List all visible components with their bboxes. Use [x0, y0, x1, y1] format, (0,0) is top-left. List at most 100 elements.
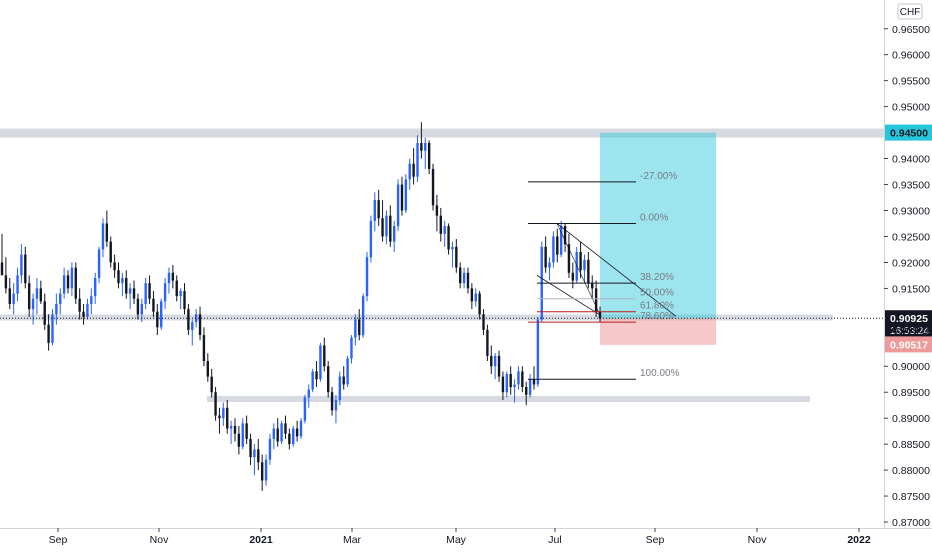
- candle: [435, 194, 439, 232]
- time-tick-label: Mar: [343, 534, 362, 546]
- price-tick-label: 0.89500: [892, 387, 930, 399]
- candle-body: [373, 200, 376, 221]
- candle: [389, 205, 392, 247]
- candle: [513, 379, 516, 403]
- candle: [132, 280, 136, 304]
- candle: [295, 420, 299, 442]
- candle-body: [447, 226, 450, 250]
- candle-body: [536, 319, 540, 385]
- candle-body: [470, 288, 474, 302]
- candle: [4, 257, 8, 294]
- candle: [47, 314, 50, 351]
- candle-body: [12, 293, 15, 304]
- candle-body: [78, 298, 81, 312]
- candle: [152, 290, 155, 317]
- long-position-tool[interactable]: [600, 132, 716, 345]
- candle: [354, 314, 357, 346]
- candle-body: [66, 275, 70, 289]
- level-price-label: 0.90901: [892, 324, 930, 336]
- channel-upper-line[interactable]: [556, 223, 677, 317]
- candle: [459, 262, 462, 289]
- candle: [20, 244, 23, 284]
- candle: [536, 316, 540, 388]
- lower-support-zone[interactable]: [207, 395, 810, 402]
- candle-body: [35, 288, 39, 299]
- candle: [12, 283, 15, 315]
- candle-body: [179, 290, 182, 297]
- candle-body: [152, 298, 155, 312]
- candle: [276, 418, 279, 447]
- candle-body: [583, 259, 586, 271]
- candle: [16, 267, 19, 302]
- candle: [59, 288, 62, 315]
- candle: [350, 335, 353, 364]
- candle-body: [47, 324, 50, 343]
- fib-level-label: 38.20%: [640, 272, 674, 283]
- stop-zone[interactable]: [600, 318, 716, 345]
- candle-body: [334, 399, 338, 411]
- currency-badge[interactable]: CHF: [897, 3, 923, 20]
- candle: [187, 303, 190, 336]
- candle: [587, 252, 590, 289]
- candle: [284, 415, 287, 439]
- candle: [253, 444, 256, 476]
- candle: [548, 257, 551, 281]
- price-axis[interactable]: 0.96500 0.96000 0.95500 0.95000 0.94000 0.935…: [884, 24, 930, 529]
- candle: [365, 252, 369, 302]
- price-tick-label: 0.88000: [892, 465, 930, 477]
- candle-body: [486, 329, 489, 356]
- price-tick-label: 0.90000: [892, 361, 930, 373]
- channel-lower-line[interactable]: [536, 275, 601, 316]
- candle: [474, 288, 477, 307]
- candle-body: [466, 272, 470, 289]
- candle: [497, 350, 501, 382]
- candle-body: [229, 425, 233, 429]
- candle-body: [206, 361, 210, 377]
- candle: [583, 254, 586, 284]
- candle: [148, 275, 151, 304]
- stop-price-label: 0.90517: [885, 336, 932, 353]
- candle-body: [82, 311, 85, 317]
- candle-body: [288, 433, 291, 445]
- candle: [78, 288, 81, 320]
- time-axis[interactable]: Sep Nov 2021 Mar May Jul Sep Nov 2022: [49, 528, 871, 546]
- candle-body: [559, 226, 563, 255]
- target-zone[interactable]: [600, 132, 716, 319]
- candle: [385, 210, 388, 245]
- candle-body: [4, 275, 8, 289]
- candle: [210, 368, 213, 398]
- candle: [257, 438, 260, 471]
- candle-body: [396, 184, 400, 227]
- candle: [175, 275, 178, 302]
- top-resistance-zone[interactable]: [0, 128, 884, 138]
- candle: [218, 407, 221, 434]
- candle: [0, 233, 4, 276]
- price-tick-label: 0.92000: [892, 257, 930, 269]
- candle-body: [27, 283, 31, 310]
- price-tick-label: 0.87500: [892, 491, 930, 503]
- currency-label: CHF: [900, 7, 921, 18]
- price-tick-label: 0.92500: [892, 231, 930, 243]
- candle-body: [249, 438, 252, 458]
- candle-body: [222, 407, 225, 419]
- middle-support-zone[interactable]: [0, 314, 833, 321]
- candle: [552, 231, 555, 268]
- candle-body: [307, 389, 310, 398]
- candle: [540, 241, 543, 323]
- candle: [443, 220, 446, 247]
- candle: [214, 387, 217, 421]
- candle-body: [74, 267, 77, 299]
- candle: [579, 241, 582, 278]
- candle-body: [171, 272, 175, 281]
- candle-body: [93, 277, 97, 297]
- fib-level-label: -27.00%: [640, 171, 677, 182]
- candle-body: [109, 241, 112, 263]
- candle-body: [237, 433, 241, 447]
- candle: [311, 368, 314, 393]
- candle-body: [8, 288, 11, 304]
- candle-body: [369, 220, 373, 258]
- candle-body: [459, 267, 462, 284]
- candle-body: [326, 366, 330, 393]
